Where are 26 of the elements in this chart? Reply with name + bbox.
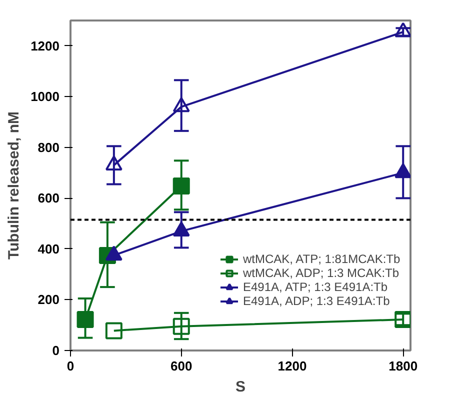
y-tick-label: 0 [52,343,60,358]
y-tick-label: 1200 [30,38,60,54]
point [105,246,122,261]
point [394,22,410,38]
point [76,311,94,328]
y-tick-label: 400 [38,241,60,256]
point [172,222,190,237]
x-tick-label: 1200 [278,358,307,374]
point [105,322,122,340]
x-tick-label: 1800 [388,358,418,374]
x-tick-label: 600 [170,358,192,374]
legend-label: E491A, ADP; 1:3 E491A:Tb [243,294,390,308]
legend-label: wtMCAK, ATP; 1:81MCAK:Tb [243,252,400,266]
point [394,163,410,178]
legend-label: E491A, ATP; 1:3 E491A:Tb [243,280,388,294]
x-tick-label: 0 [66,358,74,374]
y-tick-label: 200 [38,292,60,308]
point [172,97,190,112]
point [105,156,122,171]
y-tick-label: 800 [38,140,60,155]
x-axis-title: S [236,378,246,396]
point [172,318,190,335]
y-tick-label: 1000 [30,89,60,104]
y-tick-label: 600 [38,190,60,206]
legend-label: wtMCAK, ADP; 1:3 MCAK:Tb [243,266,400,280]
y-axis-title: Tubulin released, nM [6,111,23,260]
